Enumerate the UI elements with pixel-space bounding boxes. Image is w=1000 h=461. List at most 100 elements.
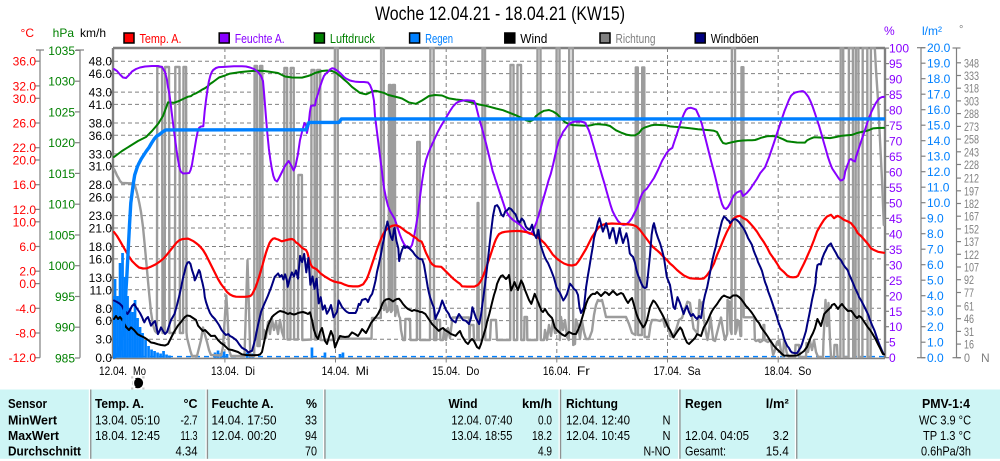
- svg-text:0: 0: [964, 351, 970, 365]
- svg-text:77: 77: [964, 286, 974, 300]
- svg-text:6.0: 6.0: [19, 240, 36, 254]
- svg-text:46.0: 46.0: [89, 67, 113, 81]
- svg-text:12.04. 12:40: 12.04. 12:40: [566, 413, 630, 428]
- svg-text:-8.0: -8.0: [15, 327, 36, 341]
- svg-text:258: 258: [964, 133, 979, 147]
- svg-text:N: N: [981, 351, 990, 365]
- svg-text:13.04. 18:55: 13.04. 18:55: [451, 428, 512, 443]
- svg-text:303: 303: [964, 94, 979, 108]
- svg-text:Luftdruck: Luftdruck: [330, 31, 375, 46]
- svg-text:hPa: hPa: [53, 26, 75, 40]
- svg-text:33.0: 33.0: [89, 147, 113, 161]
- svg-text:l/m²: l/m²: [922, 24, 942, 38]
- svg-text:20.0: 20.0: [13, 154, 37, 168]
- svg-text:Di: Di: [245, 364, 255, 378]
- svg-text:18.0: 18.0: [89, 240, 113, 254]
- svg-text:137: 137: [964, 235, 979, 249]
- svg-text:Wind: Wind: [449, 396, 478, 411]
- svg-text:20: 20: [889, 289, 903, 303]
- svg-text:Windböen: Windböen: [711, 31, 759, 46]
- svg-text:13.04.: 13.04.: [211, 364, 239, 378]
- svg-text:N: N: [663, 413, 671, 428]
- svg-text:80: 80: [889, 104, 903, 118]
- svg-text:9.0: 9.0: [927, 212, 944, 226]
- svg-text:Temp. A.: Temp. A.: [95, 396, 144, 411]
- svg-text:Feuchte A.: Feuchte A.: [235, 31, 285, 46]
- svg-text:100: 100: [889, 42, 909, 56]
- svg-text:Mo: Mo: [133, 364, 146, 378]
- svg-text:46: 46: [964, 312, 974, 326]
- svg-text:30.0: 30.0: [13, 92, 37, 106]
- svg-text:11.3: 11.3: [181, 428, 198, 443]
- svg-text:8.0: 8.0: [927, 227, 944, 241]
- svg-text:1030: 1030: [48, 75, 75, 89]
- svg-text:-12.0: -12.0: [9, 351, 37, 365]
- svg-text:85: 85: [889, 88, 903, 102]
- svg-text:182: 182: [964, 197, 979, 211]
- svg-text:8.0: 8.0: [95, 302, 112, 316]
- svg-text:Richtung: Richtung: [566, 396, 618, 411]
- svg-text:243: 243: [964, 145, 979, 159]
- svg-text:5.0: 5.0: [927, 274, 944, 288]
- svg-text:50: 50: [889, 196, 903, 210]
- svg-text:318: 318: [964, 82, 979, 96]
- svg-text:0.6hPa/3h: 0.6hPa/3h: [921, 444, 971, 459]
- svg-text:75: 75: [889, 119, 903, 133]
- svg-text:70: 70: [305, 444, 317, 459]
- svg-text:17.04.: 17.04.: [654, 364, 682, 378]
- svg-text:26.0: 26.0: [13, 117, 37, 131]
- svg-text:36.0: 36.0: [89, 129, 113, 143]
- svg-text:km/h: km/h: [80, 26, 106, 40]
- svg-text:Sa: Sa: [688, 364, 701, 378]
- svg-text:38.0: 38.0: [89, 117, 113, 131]
- svg-text:Fr: Fr: [577, 364, 590, 378]
- svg-text:2.0: 2.0: [19, 265, 36, 279]
- svg-text:28.0: 28.0: [89, 178, 113, 192]
- svg-text:-4.0: -4.0: [15, 302, 36, 316]
- svg-text:95: 95: [889, 57, 903, 71]
- svg-text:90: 90: [889, 73, 903, 87]
- svg-text:N-NO: N-NO: [644, 444, 671, 459]
- svg-text:16.0: 16.0: [927, 103, 951, 117]
- svg-text:16.04.: 16.04.: [543, 364, 571, 378]
- svg-text:%: %: [884, 24, 895, 38]
- svg-text:Sensor: Sensor: [8, 396, 47, 411]
- svg-text:35: 35: [889, 243, 903, 257]
- svg-text:12.0: 12.0: [13, 203, 37, 217]
- svg-text:55: 55: [889, 181, 903, 195]
- svg-text:2.0: 2.0: [927, 320, 944, 334]
- svg-text:22.0: 22.0: [13, 141, 37, 155]
- svg-text:N: N: [663, 428, 671, 443]
- svg-text:12.0: 12.0: [927, 165, 951, 179]
- svg-text:70: 70: [889, 135, 903, 149]
- svg-text:15.4: 15.4: [766, 444, 789, 459]
- svg-text:°C: °C: [184, 396, 199, 411]
- svg-text:94: 94: [305, 428, 317, 443]
- svg-text:0.0: 0.0: [95, 351, 112, 365]
- svg-text:26.0: 26.0: [89, 191, 113, 205]
- svg-text:6.0: 6.0: [95, 314, 112, 328]
- svg-text:0.0: 0.0: [927, 351, 944, 365]
- svg-text:Temp. A.: Temp. A.: [140, 31, 182, 46]
- svg-text:31: 31: [964, 325, 974, 339]
- svg-text:So: So: [798, 364, 811, 378]
- svg-text:10: 10: [889, 320, 903, 334]
- svg-text:31.0: 31.0: [89, 160, 113, 174]
- svg-text:Durchschnitt: Durchschnitt: [8, 444, 82, 459]
- svg-text:18.2: 18.2: [532, 428, 552, 443]
- svg-text:40: 40: [889, 227, 903, 241]
- svg-text:MaxWert: MaxWert: [8, 428, 60, 443]
- svg-text:Mi: Mi: [356, 364, 369, 378]
- svg-text:10.0: 10.0: [927, 196, 951, 210]
- svg-text:Wind: Wind: [520, 31, 547, 46]
- svg-text:%: %: [306, 396, 317, 411]
- svg-text:333: 333: [964, 69, 979, 83]
- svg-text:1010: 1010: [48, 198, 75, 212]
- svg-text:°C: °C: [21, 26, 35, 40]
- svg-text:990: 990: [55, 321, 75, 335]
- svg-text:0: 0: [889, 351, 896, 365]
- svg-text:167: 167: [964, 210, 979, 224]
- svg-text:12.04. 10:45: 12.04. 10:45: [566, 428, 630, 443]
- svg-text:32.0: 32.0: [13, 79, 37, 93]
- svg-text:15: 15: [889, 305, 903, 319]
